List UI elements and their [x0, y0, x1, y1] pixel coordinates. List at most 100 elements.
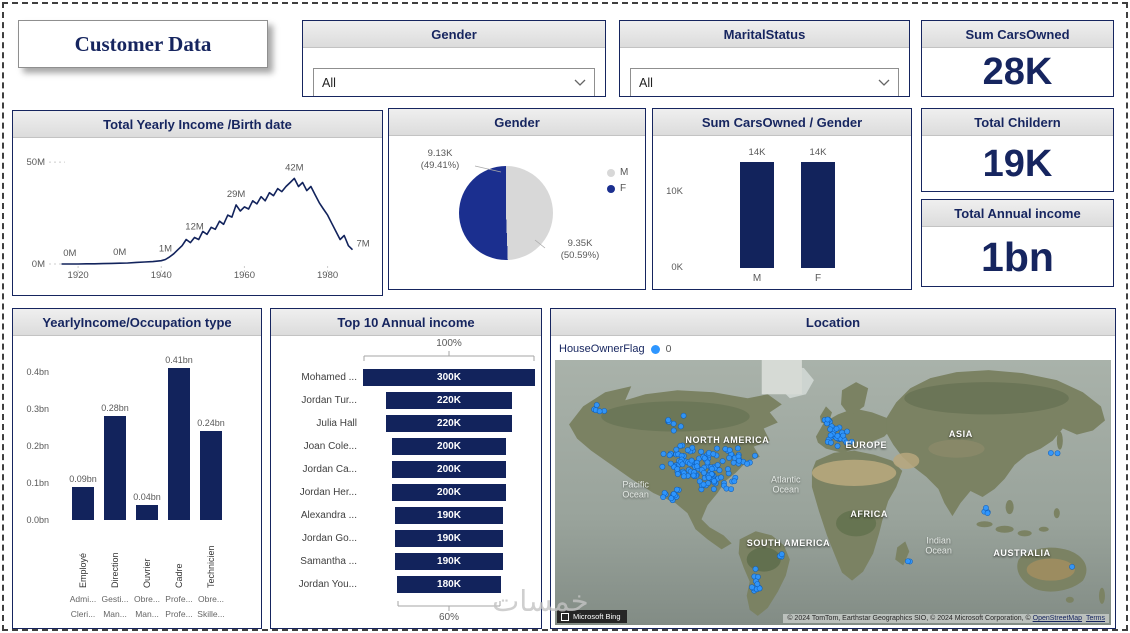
map-data-point[interactable] — [593, 402, 600, 408]
line-chart[interactable]: 0M 50M 1920 1940 1960 1980 0M 0M 1M 12M 29M 42M 7M — [13, 138, 382, 295]
map-data-point[interactable] — [700, 481, 707, 488]
map-data-point[interactable] — [726, 447, 733, 453]
map-data-point[interactable] — [827, 432, 834, 439]
map-data-point[interactable] — [681, 473, 687, 480]
map-data-point[interactable] — [698, 448, 704, 455]
map-data-point[interactable] — [690, 472, 697, 479]
map-data-point[interactable] — [660, 494, 666, 501]
map-data-point[interactable] — [756, 585, 763, 592]
map-data-point[interactable] — [752, 566, 759, 572]
map-data-point[interactable] — [749, 584, 755, 591]
map-data-point[interactable] — [744, 460, 750, 467]
map-data-point[interactable] — [834, 432, 841, 439]
map-data-point[interactable] — [660, 451, 667, 457]
map-data-point[interactable] — [673, 446, 680, 453]
bar-Cadre[interactable] — [168, 368, 190, 520]
map-data-point[interactable] — [1048, 450, 1054, 456]
marital-status-dropdown[interactable]: All — [630, 68, 899, 96]
map-data-point[interactable] — [844, 428, 850, 435]
funnel-bar-10[interactable]: 180K — [397, 576, 501, 593]
funnel-bar-1[interactable]: 300K — [363, 369, 535, 386]
map-data-point[interactable] — [711, 478, 718, 484]
map-data-point[interactable] — [824, 416, 831, 423]
map-data-point[interactable] — [677, 442, 684, 449]
funnel-bar-8[interactable]: 190K — [394, 530, 504, 547]
map-data-point[interactable] — [688, 457, 695, 464]
map-data-point[interactable] — [667, 460, 674, 467]
map-data-point[interactable] — [834, 443, 841, 449]
map-data-point[interactable] — [833, 425, 840, 432]
funnel-bar-2[interactable]: 220K — [385, 392, 513, 409]
map-data-point[interactable] — [716, 467, 723, 474]
world-map[interactable]: NORTH AMERICA EUROPE ASIA AFRICA SOUTH AMERI… — [555, 360, 1111, 625]
legend-item-F[interactable]: F — [607, 183, 628, 194]
map-data-point[interactable] — [731, 478, 738, 485]
map-data-point[interactable] — [718, 474, 724, 481]
map-data-point[interactable] — [680, 412, 687, 419]
map-data-point[interactable] — [827, 426, 834, 433]
map-data-point[interactable] — [714, 445, 720, 452]
map-data-point[interactable] — [670, 491, 677, 497]
map-data-point[interactable] — [983, 505, 989, 511]
legend-item-M[interactable]: M — [607, 167, 628, 178]
map-data-point[interactable] — [778, 551, 785, 558]
map-data-point[interactable] — [694, 463, 700, 470]
map-data-point[interactable] — [730, 459, 737, 466]
map-data-point[interactable] — [674, 466, 681, 472]
map-data-point[interactable] — [710, 451, 717, 457]
map-data-point[interactable] — [705, 474, 712, 481]
map-data-point[interactable] — [723, 485, 730, 492]
map-data-point[interactable] — [674, 486, 680, 493]
map-data-point[interactable] — [714, 462, 721, 468]
funnel-bar-4[interactable]: 200K — [391, 438, 507, 455]
map-data-point[interactable] — [984, 510, 991, 517]
bar-M[interactable] — [740, 161, 774, 268]
map-data-point[interactable] — [670, 427, 677, 434]
map-data-point[interactable] — [1054, 450, 1061, 457]
map-data-point[interactable] — [754, 581, 761, 587]
map-data-point[interactable] — [596, 408, 603, 415]
map-legend-value[interactable]: 0 — [665, 343, 672, 355]
map-data-point[interactable] — [843, 439, 850, 446]
map-data-point[interactable] — [701, 455, 708, 462]
income-line-series[interactable] — [61, 177, 354, 265]
funnel-bar-7[interactable]: 190K — [394, 507, 504, 524]
map-data-point[interactable] — [719, 458, 726, 464]
map-data-point[interactable] — [709, 466, 715, 472]
map-data-point[interactable] — [659, 463, 666, 470]
map-data-point[interactable] — [828, 439, 834, 446]
map-data-point[interactable] — [674, 471, 681, 477]
bar-Employé[interactable] — [72, 486, 94, 520]
map-data-point[interactable] — [711, 486, 717, 492]
map-data-point[interactable] — [736, 457, 742, 464]
bar-Technicien[interactable] — [200, 431, 222, 520]
openstreetmap-link[interactable]: OpenStreetMap — [1032, 615, 1083, 622]
map-data-point[interactable] — [696, 478, 703, 485]
gender-dropdown[interactable]: All — [313, 68, 595, 96]
map-data-point[interactable] — [704, 459, 711, 466]
map-data-point[interactable] — [905, 558, 911, 565]
map-data-point[interactable] — [665, 417, 672, 423]
map-data-point[interactable] — [726, 455, 732, 461]
map-data-point[interactable] — [689, 444, 696, 451]
map-data-point[interactable] — [734, 445, 741, 452]
map-data-point[interactable] — [725, 466, 731, 472]
bar-Ouvrier[interactable] — [136, 505, 158, 520]
bar-F[interactable] — [801, 161, 835, 268]
map-data-point[interactable] — [679, 461, 686, 468]
map-data-point[interactable] — [677, 423, 684, 430]
map-data-point[interactable] — [1069, 563, 1075, 570]
map-data-point[interactable] — [728, 486, 734, 492]
funnel-bar-3[interactable]: 220K — [385, 415, 513, 432]
map-data-point[interactable] — [701, 469, 707, 476]
funnel-bar-6[interactable]: 200K — [391, 484, 507, 501]
map-data-point[interactable] — [684, 447, 691, 453]
map-data-point[interactable] — [752, 452, 758, 459]
funnel-bar-5[interactable]: 200K — [391, 461, 507, 478]
map-data-point[interactable] — [848, 438, 855, 445]
map-data-point[interactable] — [840, 432, 846, 439]
funnel-bar-9[interactable]: 190K — [394, 553, 504, 570]
bar-Direction[interactable] — [104, 416, 126, 520]
map-data-point[interactable] — [668, 495, 675, 502]
gender-pie[interactable] — [459, 166, 553, 260]
